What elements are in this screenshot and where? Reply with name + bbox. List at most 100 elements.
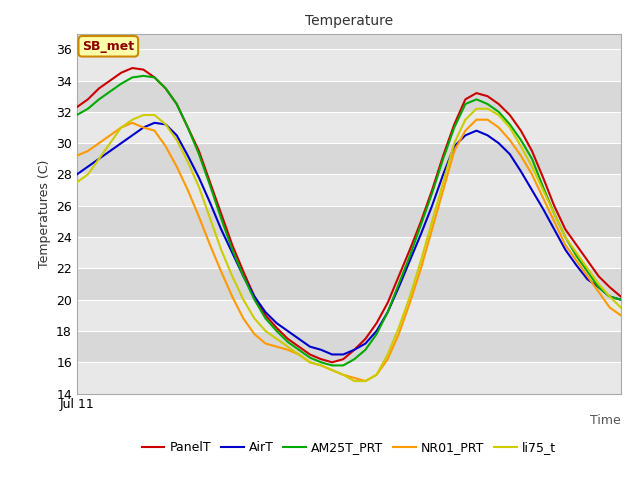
li75_t: [517, 144, 525, 149]
AirT: [239, 273, 247, 279]
li75_t: [451, 140, 458, 146]
AirT: [328, 351, 336, 357]
li75_t: [606, 294, 614, 300]
AirT: [528, 187, 536, 193]
li75_t: [129, 117, 136, 122]
AM25T_PRT: [218, 216, 225, 221]
AirT: [540, 206, 547, 212]
AM25T_PRT: [195, 151, 203, 157]
AirT: [406, 258, 413, 264]
PanelT: [117, 70, 125, 76]
AirT: [273, 320, 280, 326]
li75_t: [273, 336, 280, 342]
AirT: [573, 263, 580, 268]
AM25T_PRT: [162, 85, 170, 91]
AM25T_PRT: [140, 73, 147, 79]
PanelT: [295, 344, 303, 349]
AM25T_PRT: [251, 297, 259, 302]
li75_t: [239, 297, 247, 302]
PanelT: [140, 67, 147, 72]
li75_t: [184, 159, 191, 165]
NR01_PRT: [129, 120, 136, 126]
NR01_PRT: [140, 125, 147, 131]
li75_t: [162, 121, 170, 127]
PanelT: [73, 104, 81, 110]
PanelT: [484, 93, 492, 99]
NR01_PRT: [173, 164, 180, 169]
AirT: [517, 168, 525, 174]
AM25T_PRT: [273, 328, 280, 334]
AM25T_PRT: [262, 315, 269, 321]
NR01_PRT: [317, 362, 325, 368]
AM25T_PRT: [284, 339, 292, 345]
AirT: [306, 344, 314, 349]
NR01_PRT: [73, 153, 81, 158]
li75_t: [262, 328, 269, 334]
AM25T_PRT: [495, 109, 502, 115]
PanelT: [595, 273, 602, 279]
AM25T_PRT: [417, 222, 425, 228]
AM25T_PRT: [439, 156, 447, 162]
NR01_PRT: [351, 375, 358, 381]
PanelT: [328, 360, 336, 365]
AirT: [561, 247, 569, 252]
AirT: [84, 164, 92, 169]
PanelT: [206, 180, 214, 185]
PanelT: [106, 78, 114, 84]
PanelT: [239, 269, 247, 275]
NR01_PRT: [228, 294, 236, 300]
PanelT: [417, 218, 425, 224]
li75_t: [73, 180, 81, 185]
NR01_PRT: [584, 273, 591, 279]
NR01_PRT: [451, 148, 458, 154]
NR01_PRT: [273, 344, 280, 349]
AirT: [384, 309, 392, 315]
Bar: [77, 112, 621, 143]
PanelT: [540, 175, 547, 180]
AirT: [362, 341, 369, 347]
PanelT: [173, 101, 180, 107]
AM25T_PRT: [106, 89, 114, 95]
AM25T_PRT: [95, 96, 103, 102]
AirT: [284, 328, 292, 334]
AirT: [218, 227, 225, 232]
AM25T_PRT: [517, 137, 525, 143]
li75_t: [406, 294, 413, 300]
AirT: [195, 175, 203, 180]
li75_t: [395, 325, 403, 331]
AM25T_PRT: [561, 234, 569, 240]
PanelT: [372, 320, 380, 326]
AirT: [117, 140, 125, 146]
AM25T_PRT: [239, 273, 247, 279]
AirT: [295, 336, 303, 342]
NR01_PRT: [184, 187, 191, 193]
AirT: [428, 203, 436, 209]
PanelT: [395, 273, 403, 279]
li75_t: [117, 125, 125, 131]
NR01_PRT: [550, 218, 558, 224]
AirT: [584, 276, 591, 282]
NR01_PRT: [606, 305, 614, 311]
AirT: [206, 200, 214, 205]
AM25T_PRT: [595, 284, 602, 290]
AirT: [595, 284, 602, 290]
AM25T_PRT: [184, 125, 191, 131]
Line: AM25T_PRT: AM25T_PRT: [77, 76, 621, 365]
li75_t: [317, 362, 325, 368]
AM25T_PRT: [617, 297, 625, 302]
li75_t: [206, 216, 214, 221]
PanelT: [306, 351, 314, 357]
AM25T_PRT: [73, 112, 81, 118]
li75_t: [95, 156, 103, 162]
PanelT: [339, 356, 347, 362]
AM25T_PRT: [506, 121, 514, 127]
li75_t: [495, 112, 502, 118]
li75_t: [573, 250, 580, 256]
Bar: [77, 81, 621, 112]
AirT: [339, 351, 347, 357]
PanelT: [573, 242, 580, 248]
AM25T_PRT: [117, 81, 125, 86]
PanelT: [228, 242, 236, 248]
AM25T_PRT: [540, 184, 547, 190]
NR01_PRT: [218, 269, 225, 275]
